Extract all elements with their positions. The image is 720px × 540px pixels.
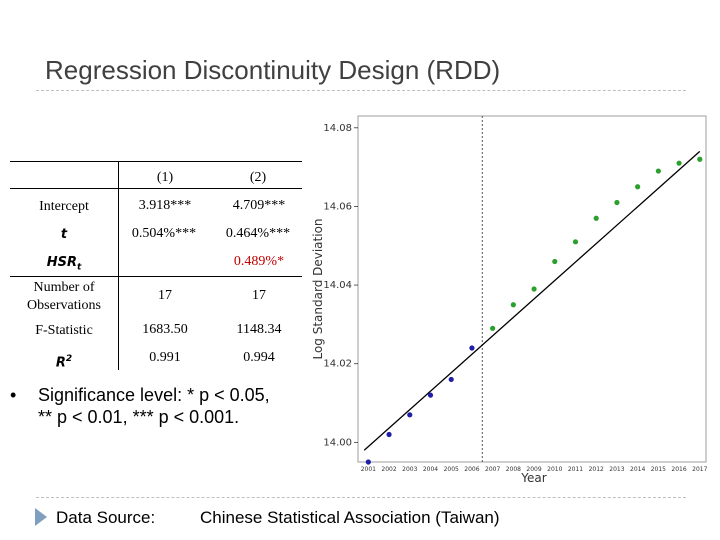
row-label-t: t (60, 227, 68, 242)
row-label-r2: R2 (10, 350, 118, 372)
y-tick-label-3: 14.06 (323, 201, 352, 212)
row-label-observations: Number of Observations (27, 280, 101, 313)
data-point-post-2009 (531, 286, 537, 292)
fstat-col1: 1683.50 (142, 322, 188, 337)
table-mid-rule (10, 276, 302, 277)
data-source-label: Data Source: (56, 508, 156, 527)
x-tick-label-6: 2007 (485, 466, 500, 473)
column-header-1: (1) (156, 170, 174, 185)
x-tick-label-8: 2009 (526, 466, 541, 473)
x-tick-label-13: 2014 (630, 466, 645, 473)
fit-line (363, 150, 701, 451)
table-column-divider (118, 162, 119, 370)
y-axis-label: Log Standard Deviation (311, 218, 325, 359)
x-tick-label-16: 2017 (692, 466, 707, 473)
x-axis-ticks: 2001 2002 2003 2004 2005 2006 2007 2008 2009 2010… (361, 466, 708, 473)
r2-superscript: 2 (65, 354, 73, 364)
footer-divider (36, 497, 686, 498)
y-tick-label-2: 14.04 (323, 280, 352, 291)
data-source-value: Chinese Statistical Association (Taiwan) (200, 508, 500, 527)
hsr-symbol: HSR (46, 255, 77, 270)
x-tick-label-7: 2008 (506, 466, 521, 473)
y-axis-ticks: 14.00 14.02 14.04 14.06 14.08 (323, 123, 358, 448)
row-label-intercept: Intercept (39, 199, 89, 214)
title-divider (36, 90, 686, 91)
plot-frame (357, 115, 707, 463)
row-label-hsr: HSRt (10, 254, 118, 277)
data-point-pre-2003 (407, 412, 413, 418)
hsr-subscript: t (76, 262, 82, 273)
x-tick-label-9: 2010 (547, 466, 562, 473)
data-point-pre-2002 (386, 431, 392, 438)
data-point-post-2012 (593, 215, 599, 221)
data-point-post-2008 (510, 302, 516, 308)
data-points (365, 156, 703, 465)
data-point-post-2011 (572, 239, 579, 245)
data-point-pre-2004 (427, 392, 434, 398)
significance-line-1: Significance level: * p < 0.05, (38, 385, 270, 405)
data-point-post-2017 (697, 156, 703, 162)
significance-line-2: ** p < 0.01, *** p < 0.001. (38, 407, 240, 427)
x-tick-label-5: 2006 (464, 466, 479, 473)
t-col1: 0.504%*** (131, 226, 197, 241)
table-top-rule (10, 161, 302, 162)
table-header-rule (10, 188, 302, 189)
hsr-col2: 0.489%* (233, 254, 285, 269)
column-header-2: (2) (249, 170, 267, 185)
y-tick-label-4: 14.08 (323, 123, 352, 134)
x-tick-label-15: 2016 (671, 466, 686, 473)
x-tick-label-11: 2012 (589, 466, 604, 473)
data-point-post-2016 (676, 160, 682, 166)
fstat-col2: 1148.34 (236, 322, 282, 337)
x-tick-label-1: 2002 (381, 466, 396, 473)
arrow-bullet-icon (35, 508, 47, 526)
y-tick-label-0: 14.00 (323, 437, 352, 448)
data-point-post-2007 (490, 325, 496, 331)
r2-col2: 0.994 (243, 350, 275, 365)
intercept-col1: 3.918*** (138, 198, 192, 213)
x-tick-label-3: 2004 (423, 466, 438, 473)
data-point-post-2014 (635, 184, 641, 190)
data-point-post-2013 (614, 199, 620, 206)
data-point-post-2010 (552, 258, 558, 265)
x-tick-label-12: 2013 (609, 466, 624, 473)
r2-symbol: R (55, 355, 66, 371)
x-tick-label-10: 2011 (568, 466, 583, 473)
t-col2: 0.464%*** (225, 226, 291, 241)
x-tick-label-14: 2015 (651, 466, 666, 473)
intercept-col2: 4.709*** (232, 198, 286, 213)
y-tick-label-1: 14.02 (323, 359, 352, 370)
x-tick-label-2: 2003 (402, 466, 417, 473)
row-label-fstat: F-Statistic (35, 323, 93, 338)
data-point-pre-2005 (448, 376, 454, 383)
data-point-pre-2001 (365, 459, 371, 465)
x-tick-label-0: 2001 (361, 466, 376, 473)
r2-col1: 0.991 (149, 350, 181, 365)
page-title: Regression Discontinuity Design (RDD) (45, 55, 501, 85)
observations-col1: 17 (158, 288, 172, 303)
data-point-post-2015 (655, 168, 661, 174)
bullet-marker: • (10, 385, 17, 405)
data-point-pre-2006 (469, 345, 475, 351)
x-tick-label-4: 2005 (444, 466, 459, 473)
observations-col2: 17 (252, 288, 266, 303)
x-axis-label: Year (520, 471, 546, 485)
